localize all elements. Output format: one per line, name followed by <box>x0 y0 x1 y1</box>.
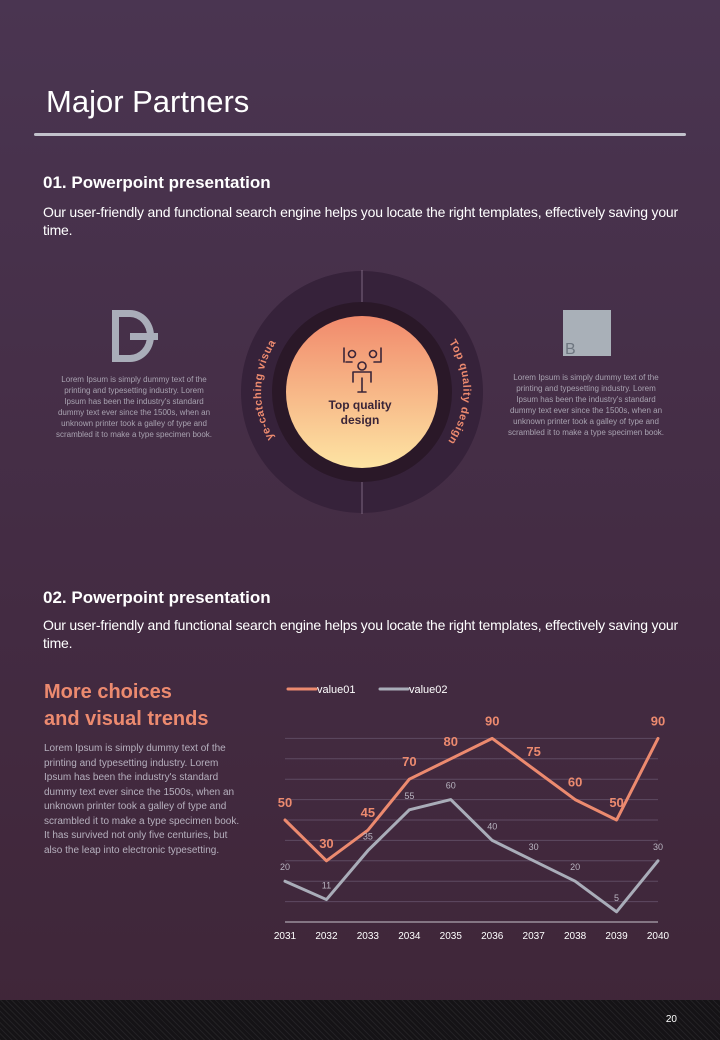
x-tick-label: 2039 <box>605 931 628 942</box>
x-tick-label: 2033 <box>357 931 380 942</box>
data-label: 45 <box>361 805 375 820</box>
legend-label: value02 <box>409 684 448 696</box>
x-tick-label: 2034 <box>398 931 421 942</box>
data-label: 30 <box>653 842 663 852</box>
section1-text: Our user-friendly and functional search … <box>43 204 678 238</box>
x-tick-label: 2036 <box>481 931 504 942</box>
side-title: More choices and visual trends <box>44 679 244 733</box>
footer-bar <box>0 1000 720 1040</box>
center-label: Top quality design <box>300 398 420 428</box>
x-tick-label: 2032 <box>315 931 338 942</box>
data-label: 30 <box>319 836 333 851</box>
side-text: Lorem Ipsum is simply dummy text of the … <box>44 743 240 856</box>
data-label: 60 <box>446 781 456 791</box>
data-label: 70 <box>402 754 416 769</box>
data-label: 30 <box>529 842 539 852</box>
people-network-icon <box>343 347 382 393</box>
data-label: 35 <box>363 832 373 842</box>
data-label: 11 <box>322 881 331 891</box>
data-label: 90 <box>651 713 665 728</box>
legend-label: value01 <box>317 684 356 696</box>
section2-heading: 02. Powerpoint presentation <box>43 588 271 607</box>
data-label: 50 <box>609 795 623 810</box>
section2-text: Our user-friendly and functional search … <box>43 617 678 651</box>
page-number: 20 <box>665 1014 677 1025</box>
data-label: 5 <box>614 893 619 903</box>
data-label: 60 <box>568 775 582 790</box>
x-tick-label: 2038 <box>564 931 587 942</box>
data-label: 75 <box>526 744 540 759</box>
data-label: 40 <box>487 821 497 831</box>
circle-diagram: Eye-catching visual Top quality design <box>240 270 483 514</box>
diagram-right-text: Lorem Ipsum is simply dummy text of the … <box>507 373 665 437</box>
data-label: 20 <box>280 862 290 872</box>
title-divider <box>34 133 686 136</box>
x-tick-label: 2031 <box>274 931 297 942</box>
b-logo-icon: B <box>563 310 611 358</box>
page-title: Major Partners <box>46 84 250 119</box>
x-tick-label: 2035 <box>440 931 463 942</box>
data-label: 80 <box>444 734 458 749</box>
side-title-line2: and visual trends <box>44 708 209 730</box>
data-label: 20 <box>570 862 580 872</box>
b-logo-letter: B <box>565 341 576 358</box>
diagram-left-text: Lorem Ipsum is simply dummy text of the … <box>55 375 213 439</box>
side-title-line1: More choices <box>44 681 172 703</box>
series-line-value01 <box>283 736 660 863</box>
data-label: 90 <box>485 713 499 728</box>
d-logo-icon <box>112 310 158 362</box>
data-label: 50 <box>278 795 292 810</box>
section1-heading: 01. Powerpoint presentation <box>43 173 271 192</box>
line-chart: 2031 2032 2033 2034 2035 2036 2037 2038 2039 2040… <box>274 684 670 942</box>
data-label: 55 <box>404 791 414 801</box>
series-line-value02 <box>283 798 660 914</box>
x-tick-label: 2040 <box>647 931 670 942</box>
center-label-line1: Top quality <box>328 398 392 412</box>
x-tick-label: 2037 <box>523 931 546 942</box>
center-label-line2: design <box>340 413 380 427</box>
